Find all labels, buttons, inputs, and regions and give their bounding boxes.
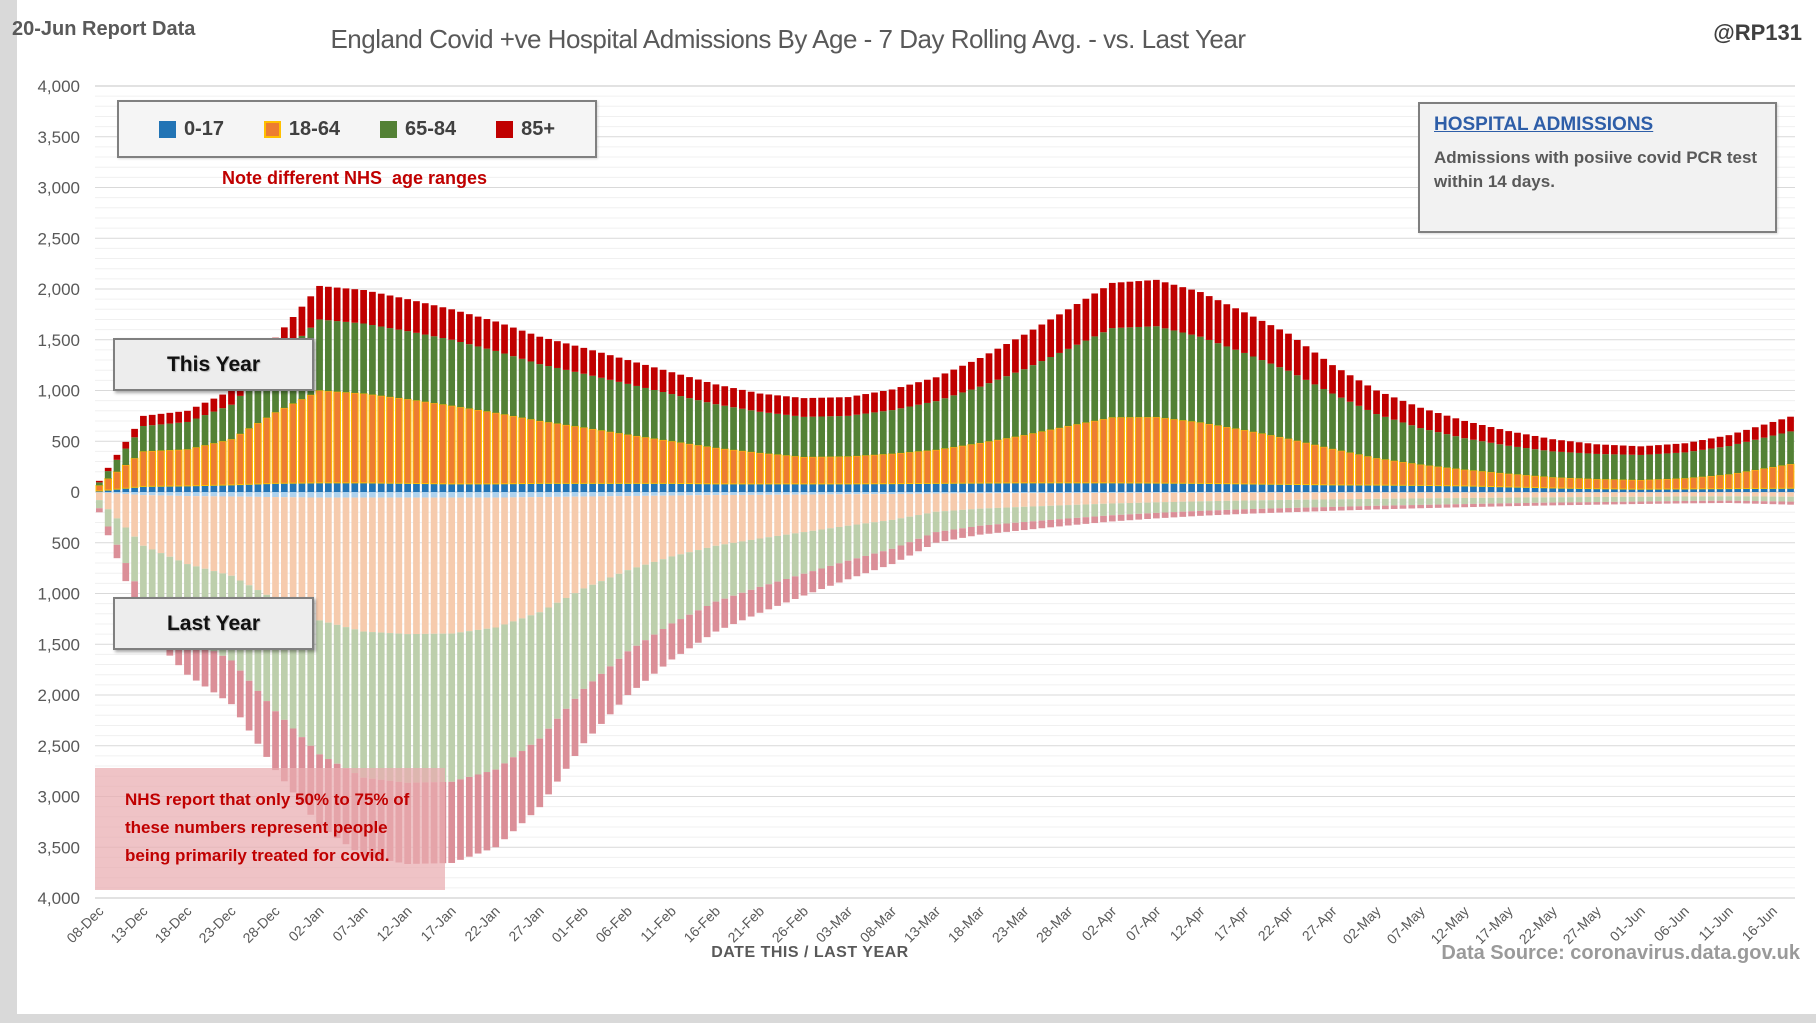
legend: 0-17 18-64 65-84 85+ bbox=[117, 100, 597, 158]
legend-label: 65-84 bbox=[405, 117, 457, 140]
bars-this-year bbox=[95, 279, 1795, 493]
legend-label: 85+ bbox=[521, 117, 556, 140]
svg-text:01-Feb: 01-Feb bbox=[548, 903, 591, 946]
svg-text:02-Jan: 02-Jan bbox=[285, 903, 327, 945]
svg-text:2,500: 2,500 bbox=[37, 229, 80, 248]
svg-text:27-May: 27-May bbox=[1560, 903, 1604, 947]
legend-swatch-red-icon bbox=[496, 120, 514, 138]
svg-text:1,000: 1,000 bbox=[37, 382, 80, 401]
report-date-label: 20-Jun Report Data bbox=[12, 18, 196, 40]
author-handle: @RP131 bbox=[1713, 20, 1802, 45]
nhs-caveat-annotation: NHS report that only 50% to 75% of these… bbox=[95, 768, 445, 890]
svg-text:22-Apr: 22-Apr bbox=[1255, 903, 1296, 944]
svg-text:0: 0 bbox=[71, 483, 80, 502]
info-box-body: Admissions with posiive covid PCR test w… bbox=[1434, 148, 1758, 191]
legend-label: 18-64 bbox=[288, 117, 341, 140]
legend-item-18-64: 18-64 bbox=[263, 117, 341, 141]
legend-swatch-green-icon bbox=[380, 120, 397, 138]
info-box-title: HOSPITAL ADMISSIONS bbox=[1434, 114, 1654, 135]
window-edge-bottom bbox=[0, 1014, 1816, 1023]
y-axis-labels: 4,000 3,500 3,000 2,500 2,000 1,500 1,000 500 0 5… bbox=[37, 77, 80, 908]
svg-text:2,000: 2,000 bbox=[37, 686, 80, 705]
svg-text:2,500: 2,500 bbox=[37, 737, 80, 756]
svg-text:1,500: 1,500 bbox=[37, 635, 80, 654]
svg-text:03-Mar: 03-Mar bbox=[813, 903, 856, 946]
legend-label: 0-17 bbox=[183, 117, 224, 140]
svg-text:02-Apr: 02-Apr bbox=[1078, 903, 1119, 944]
svg-text:08-Mar: 08-Mar bbox=[857, 903, 900, 946]
svg-text:08-Dec: 08-Dec bbox=[63, 903, 106, 946]
svg-text:13-Dec: 13-Dec bbox=[107, 903, 150, 946]
age-ranges-note: Note different NHS age ranges bbox=[222, 168, 488, 188]
svg-text:4,000: 4,000 bbox=[37, 77, 80, 96]
nhs-caveat-line: these numbers represent people bbox=[125, 818, 388, 837]
svg-text:07-Jan: 07-Jan bbox=[329, 903, 371, 945]
svg-text:3,000: 3,000 bbox=[37, 179, 80, 198]
svg-text:12-May: 12-May bbox=[1427, 903, 1471, 947]
x-axis-title: DATE THIS / LAST YEAR bbox=[711, 944, 909, 961]
svg-text:500: 500 bbox=[52, 432, 80, 451]
svg-text:06-Feb: 06-Feb bbox=[592, 903, 635, 946]
nhs-caveat-line: NHS report that only 50% to 75% of bbox=[125, 790, 410, 809]
svg-text:500: 500 bbox=[52, 534, 80, 553]
svg-text:23-Dec: 23-Dec bbox=[195, 903, 238, 946]
svg-text:27-Apr: 27-Apr bbox=[1299, 903, 1340, 944]
x-axis-labels: 08-Dec 13-Dec 18-Dec 23-Dec 28-Dec 02-Jan 07-J… bbox=[63, 903, 1780, 948]
svg-text:23-Mar: 23-Mar bbox=[989, 903, 1032, 946]
svg-text:12-Apr: 12-Apr bbox=[1167, 903, 1208, 944]
svg-text:17-Jan: 17-Jan bbox=[417, 903, 459, 945]
svg-text:3,500: 3,500 bbox=[37, 838, 80, 857]
svg-text:13-Mar: 13-Mar bbox=[901, 903, 944, 946]
svg-text:3,500: 3,500 bbox=[37, 128, 80, 147]
bars-last-year bbox=[96, 492, 1794, 864]
svg-text:12-Jan: 12-Jan bbox=[373, 903, 415, 945]
legend-item-0-17: 0-17 bbox=[158, 117, 224, 141]
window-edge-left bbox=[0, 0, 17, 1023]
svg-text:18-Mar: 18-Mar bbox=[945, 903, 988, 946]
svg-text:4,000: 4,000 bbox=[37, 889, 80, 908]
svg-text:3,000: 3,000 bbox=[37, 788, 80, 807]
nhs-caveat-line: being primarily treated for covid. bbox=[125, 846, 390, 865]
svg-text:2,000: 2,000 bbox=[37, 280, 80, 299]
svg-text:11-Jun: 11-Jun bbox=[1695, 903, 1736, 944]
svg-text:17-May: 17-May bbox=[1472, 903, 1516, 947]
svg-text:22-Jan: 22-Jan bbox=[461, 903, 503, 945]
legend-item-85plus: 85+ bbox=[496, 118, 555, 141]
this-year-label: This Year bbox=[113, 338, 314, 391]
svg-text:26-Feb: 26-Feb bbox=[769, 903, 812, 946]
legend-item-65-84: 65-84 bbox=[380, 118, 456, 141]
hospital-admissions-info-box: HOSPITAL ADMISSIONS Admissions with posi… bbox=[1418, 102, 1777, 233]
svg-text:06-Jun: 06-Jun bbox=[1650, 903, 1692, 945]
svg-text:17-Apr: 17-Apr bbox=[1211, 903, 1252, 944]
svg-text:07-Apr: 07-Apr bbox=[1122, 903, 1163, 944]
svg-text:01-Jun: 01-Jun bbox=[1606, 903, 1648, 945]
legend-swatch-orange-icon bbox=[263, 120, 281, 138]
svg-text:07-May: 07-May bbox=[1383, 903, 1427, 947]
svg-text:21-Feb: 21-Feb bbox=[724, 903, 767, 946]
svg-text:02-May: 02-May bbox=[1339, 903, 1383, 947]
svg-text:28-Dec: 28-Dec bbox=[239, 903, 282, 946]
chart-title: England Covid +ve Hospital Admissions By… bbox=[330, 24, 1246, 54]
svg-text:1,000: 1,000 bbox=[37, 585, 80, 604]
svg-text:16-Jun: 16-Jun bbox=[1739, 903, 1781, 945]
svg-text:28-Mar: 28-Mar bbox=[1033, 903, 1076, 946]
svg-text:27-Jan: 27-Jan bbox=[505, 903, 547, 945]
data-source-credit: Data Source: coronavirus.data.gov.uk bbox=[1441, 942, 1800, 964]
legend-swatch-blue-icon bbox=[158, 120, 176, 138]
svg-text:1,500: 1,500 bbox=[37, 331, 80, 350]
svg-text:11-Feb: 11-Feb bbox=[637, 903, 679, 945]
svg-text:22-May: 22-May bbox=[1516, 903, 1560, 947]
svg-text:18-Dec: 18-Dec bbox=[151, 903, 194, 946]
svg-text:16-Feb: 16-Feb bbox=[680, 903, 723, 946]
last-year-label: Last Year bbox=[113, 597, 314, 650]
